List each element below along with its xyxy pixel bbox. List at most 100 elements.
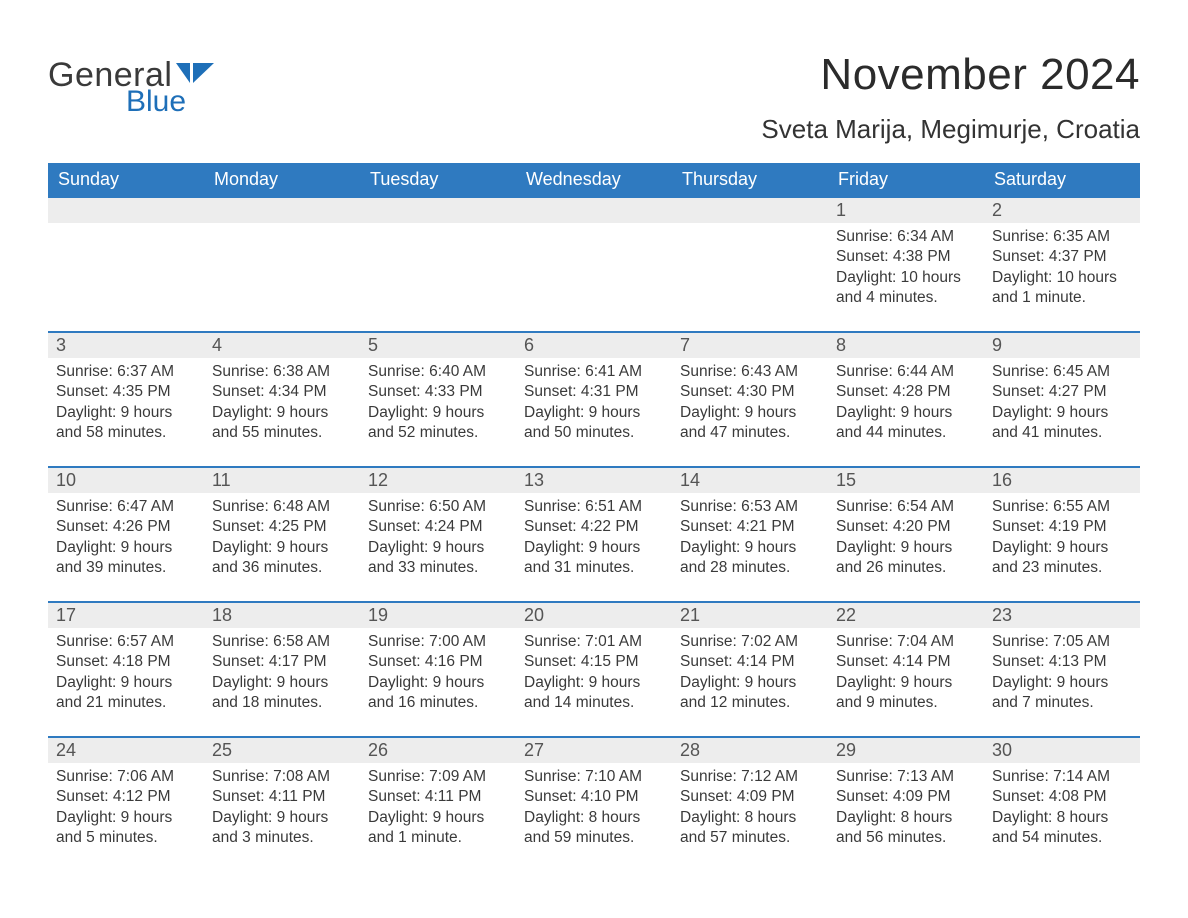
day-number: 30 [984,736,1140,763]
calendar-day-cell: 13Sunrise: 6:51 AMSunset: 4:22 PMDayligh… [516,466,672,601]
daylight-line: Daylight: 9 hours and 39 minutes. [56,538,196,579]
calendar-day-cell: 15Sunrise: 6:54 AMSunset: 4:20 PMDayligh… [828,466,984,601]
daylight-line: Daylight: 9 hours and 14 minutes. [524,673,664,714]
day-number: 22 [828,601,984,628]
calendar-day-cell: 23Sunrise: 7:05 AMSunset: 4:13 PMDayligh… [984,601,1140,736]
sunset-line: Sunset: 4:27 PM [992,382,1132,402]
sunset-line: Sunset: 4:20 PM [836,517,976,537]
day-details: Sunrise: 6:47 AMSunset: 4:26 PMDaylight:… [48,493,204,585]
day-number: 28 [672,736,828,763]
sunset-line: Sunset: 4:17 PM [212,652,352,672]
day-number: 19 [360,601,516,628]
calendar-week-row: 24Sunrise: 7:06 AMSunset: 4:12 PMDayligh… [48,736,1140,871]
day-number: 23 [984,601,1140,628]
sunrise-line: Sunrise: 6:55 AM [992,497,1132,517]
day-details: Sunrise: 7:09 AMSunset: 4:11 PMDaylight:… [360,763,516,855]
daylight-line: Daylight: 10 hours and 1 minute. [992,268,1132,309]
sunset-line: Sunset: 4:21 PM [680,517,820,537]
day-number [204,196,360,223]
weekday-header: Thursday [672,163,828,196]
sunset-line: Sunset: 4:18 PM [56,652,196,672]
day-number: 1 [828,196,984,223]
sunset-line: Sunset: 4:13 PM [992,652,1132,672]
daylight-line: Daylight: 10 hours and 4 minutes. [836,268,976,309]
daylight-line: Daylight: 9 hours and 5 minutes. [56,808,196,849]
day-number: 5 [360,331,516,358]
day-number [516,196,672,223]
daylight-line: Daylight: 9 hours and 41 minutes. [992,403,1132,444]
weekday-row: Sunday Monday Tuesday Wednesday Thursday… [48,163,1140,196]
calendar-day-cell: 3Sunrise: 6:37 AMSunset: 4:35 PMDaylight… [48,331,204,466]
day-details: Sunrise: 7:01 AMSunset: 4:15 PMDaylight:… [516,628,672,720]
daylight-line: Daylight: 9 hours and 9 minutes. [836,673,976,714]
day-details: Sunrise: 7:13 AMSunset: 4:09 PMDaylight:… [828,763,984,855]
day-details: Sunrise: 7:14 AMSunset: 4:08 PMDaylight:… [984,763,1140,855]
sunrise-line: Sunrise: 7:02 AM [680,632,820,652]
sunrise-line: Sunrise: 6:40 AM [368,362,508,382]
day-number: 12 [360,466,516,493]
calendar-day-cell [516,196,672,331]
day-number: 7 [672,331,828,358]
sunset-line: Sunset: 4:33 PM [368,382,508,402]
logo-word-blue: Blue [126,85,186,119]
calendar-day-cell: 18Sunrise: 6:58 AMSunset: 4:17 PMDayligh… [204,601,360,736]
daylight-line: Daylight: 9 hours and 28 minutes. [680,538,820,579]
day-details: Sunrise: 6:45 AMSunset: 4:27 PMDaylight:… [984,358,1140,450]
day-number: 15 [828,466,984,493]
sunrise-line: Sunrise: 6:51 AM [524,497,664,517]
sunset-line: Sunset: 4:15 PM [524,652,664,672]
sunset-line: Sunset: 4:09 PM [836,787,976,807]
sunrise-line: Sunrise: 7:00 AM [368,632,508,652]
sunrise-line: Sunrise: 6:53 AM [680,497,820,517]
daylight-line: Daylight: 9 hours and 23 minutes. [992,538,1132,579]
calendar-day-cell: 9Sunrise: 6:45 AMSunset: 4:27 PMDaylight… [984,331,1140,466]
daylight-line: Daylight: 9 hours and 3 minutes. [212,808,352,849]
sunrise-line: Sunrise: 7:12 AM [680,767,820,787]
day-details: Sunrise: 7:06 AMSunset: 4:12 PMDaylight:… [48,763,204,855]
sunrise-line: Sunrise: 7:04 AM [836,632,976,652]
sunrise-line: Sunrise: 7:09 AM [368,767,508,787]
daylight-line: Daylight: 9 hours and 31 minutes. [524,538,664,579]
daylight-line: Daylight: 9 hours and 7 minutes. [992,673,1132,714]
daylight-line: Daylight: 9 hours and 12 minutes. [680,673,820,714]
sunset-line: Sunset: 4:19 PM [992,517,1132,537]
calendar-week-row: 17Sunrise: 6:57 AMSunset: 4:18 PMDayligh… [48,601,1140,736]
sunrise-line: Sunrise: 6:45 AM [992,362,1132,382]
day-number [672,196,828,223]
calendar-day-cell: 14Sunrise: 6:53 AMSunset: 4:21 PMDayligh… [672,466,828,601]
weekday-header: Monday [204,163,360,196]
day-number: 29 [828,736,984,763]
calendar-day-cell: 10Sunrise: 6:47 AMSunset: 4:26 PMDayligh… [48,466,204,601]
sunset-line: Sunset: 4:26 PM [56,517,196,537]
daylight-line: Daylight: 9 hours and 44 minutes. [836,403,976,444]
day-details: Sunrise: 7:04 AMSunset: 4:14 PMDaylight:… [828,628,984,720]
day-number: 21 [672,601,828,628]
sunset-line: Sunset: 4:11 PM [368,787,508,807]
calendar-day-cell [672,196,828,331]
daylight-line: Daylight: 8 hours and 54 minutes. [992,808,1132,849]
sunset-line: Sunset: 4:16 PM [368,652,508,672]
calendar-day-cell: 28Sunrise: 7:12 AMSunset: 4:09 PMDayligh… [672,736,828,871]
calendar-day-cell: 12Sunrise: 6:50 AMSunset: 4:24 PMDayligh… [360,466,516,601]
calendar-day-cell: 8Sunrise: 6:44 AMSunset: 4:28 PMDaylight… [828,331,984,466]
day-number: 24 [48,736,204,763]
day-details: Sunrise: 6:38 AMSunset: 4:34 PMDaylight:… [204,358,360,450]
weekday-header: Wednesday [516,163,672,196]
day-details: Sunrise: 6:43 AMSunset: 4:30 PMDaylight:… [672,358,828,450]
logo: General Blue [48,50,216,119]
day-details [360,223,516,233]
day-number: 6 [516,331,672,358]
sunset-line: Sunset: 4:25 PM [212,517,352,537]
daylight-line: Daylight: 9 hours and 55 minutes. [212,403,352,444]
weekday-header: Saturday [984,163,1140,196]
day-number: 27 [516,736,672,763]
sunrise-line: Sunrise: 7:08 AM [212,767,352,787]
day-details: Sunrise: 6:40 AMSunset: 4:33 PMDaylight:… [360,358,516,450]
day-number: 26 [360,736,516,763]
weekday-header: Sunday [48,163,204,196]
calendar-table: Sunday Monday Tuesday Wednesday Thursday… [48,163,1140,871]
sunset-line: Sunset: 4:11 PM [212,787,352,807]
daylight-line: Daylight: 9 hours and 16 minutes. [368,673,508,714]
sunrise-line: Sunrise: 6:57 AM [56,632,196,652]
day-details: Sunrise: 6:53 AMSunset: 4:21 PMDaylight:… [672,493,828,585]
